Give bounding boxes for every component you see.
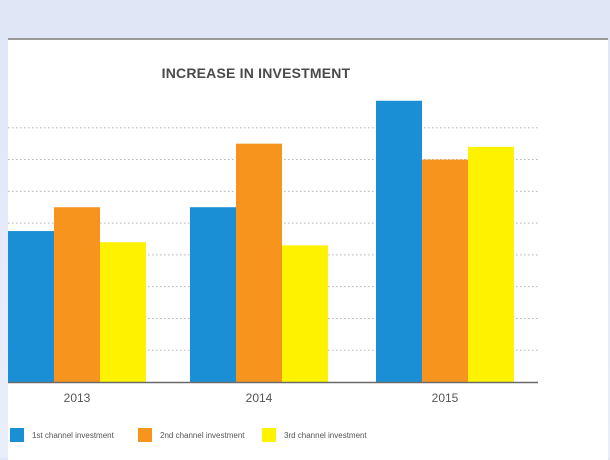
bar-2013-series-1 [8,231,54,382]
bar-2015-series-1 [376,100,422,382]
legend-swatch-3 [262,428,276,442]
bar-2015-series-2 [422,159,468,382]
legend-label-2: 2nd channel investment [160,430,245,440]
legend-label-3: 3rd channel investment [284,430,367,440]
x-tick-label-2015: 2015 [432,391,459,405]
bar-chart: 2013 2014 2015 [8,100,538,405]
chart-title: INCREASE IN INVESTMENT [161,65,351,81]
bar-2014-series-2 [236,143,282,382]
legend-swatch-1 [10,428,24,442]
legend-item-3: 3rd channel investment [262,428,367,442]
bar-2014-series-3 [282,245,328,382]
x-tick-label-2013: 2013 [64,391,91,405]
legend: 1st channel investment 2nd channel inves… [8,428,608,448]
bar-2014-series-1 [190,207,236,382]
bar-2013-series-2 [54,207,100,382]
bar-2015-series-3 [468,146,514,382]
chart-card: INCREASE IN INVESTMENT 2013 2014 2015 1st … [8,38,608,460]
legend-item-2: 2nd channel investment [138,428,245,442]
legend-item-1: 1st channel investment [10,428,114,442]
bar-2013-series-3 [100,242,146,382]
legend-label-1: 1st channel investment [32,430,114,440]
legend-swatch-2 [138,428,152,442]
x-tick-label-2014: 2014 [246,391,273,405]
